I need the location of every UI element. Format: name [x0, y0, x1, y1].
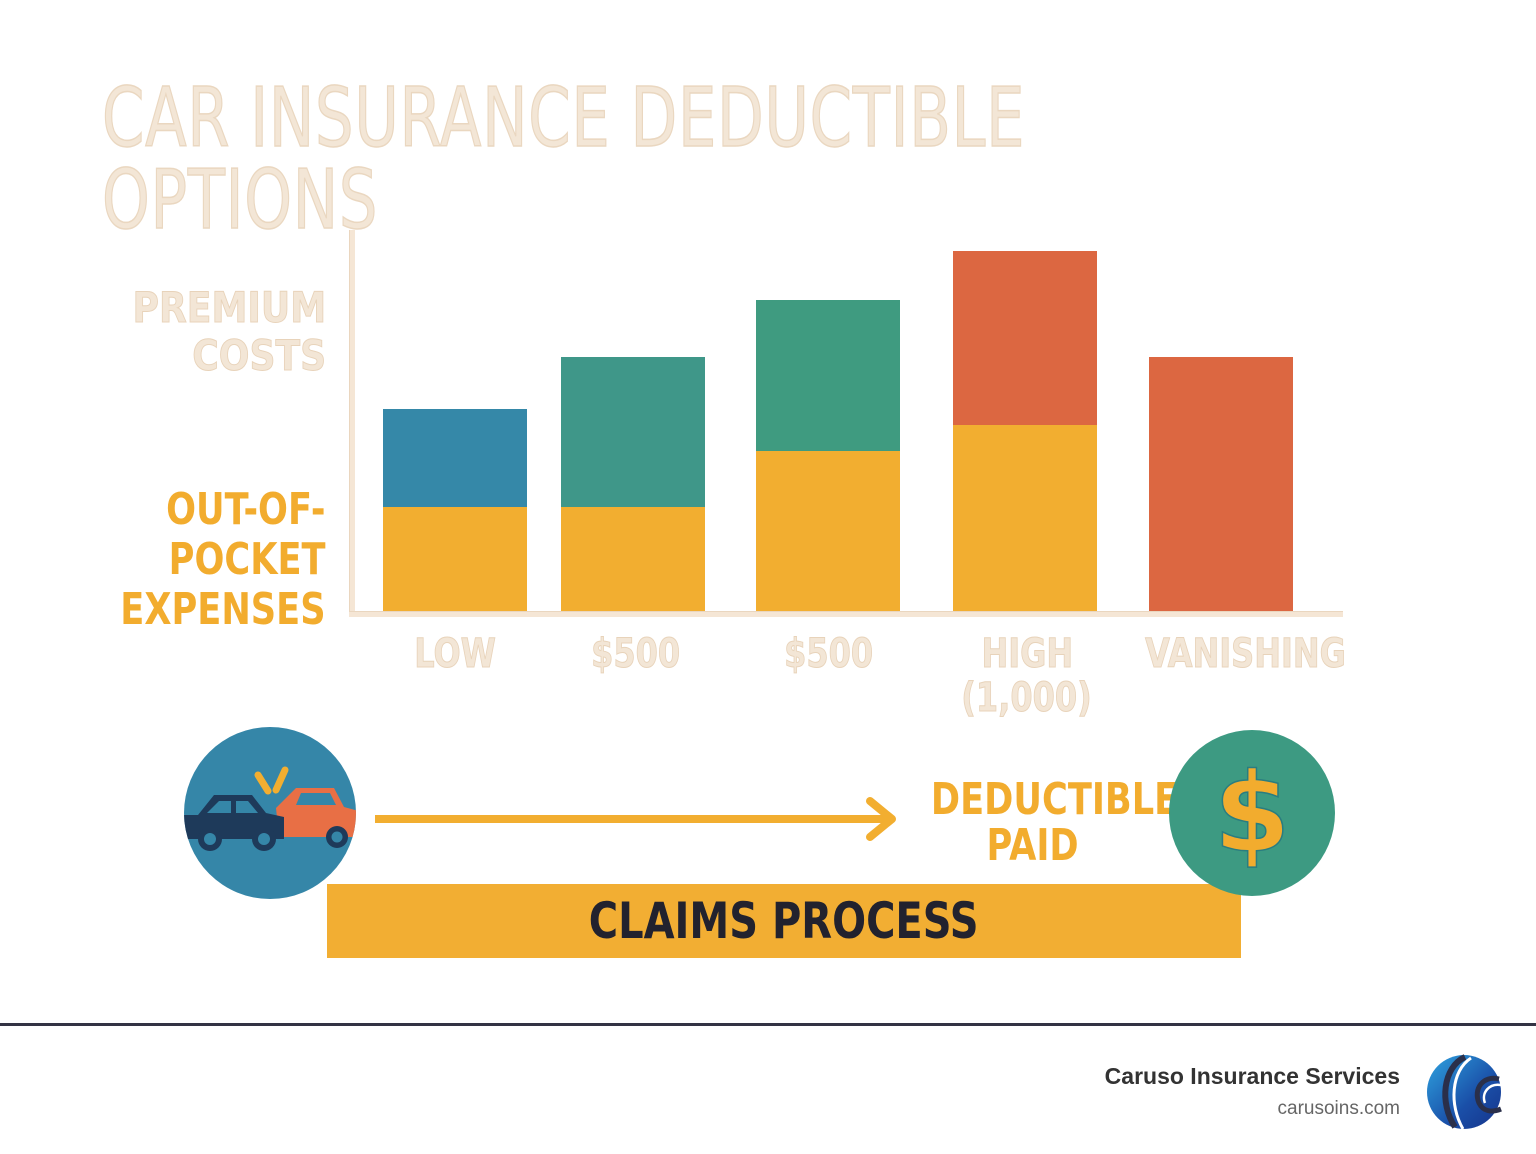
caruso-logo-icon [1427, 1054, 1502, 1130]
bar-4 [1149, 357, 1293, 611]
x-tick-label-line: $500 [784, 631, 874, 677]
bar-segment-premium [561, 357, 705, 507]
x-tick-label-line: $500 [591, 631, 681, 677]
footer-divider [0, 1023, 1536, 1026]
claims-process-text: CLAIMS PROCESS [589, 892, 979, 950]
y-label-line: PREMIUM [132, 283, 326, 332]
car-collision-icon [184, 727, 356, 899]
x-tick-label: $500 [526, 631, 746, 677]
y-label-line: POCKET [169, 534, 326, 585]
bar-segment-premium [1149, 357, 1293, 611]
x-axis [349, 611, 1343, 617]
brand-url: carusoins.com [1277, 1098, 1401, 1119]
claims-process-banner: CLAIMS PROCESS [327, 884, 1241, 958]
x-tick-label: $500 [719, 631, 939, 677]
arrow-right-icon [375, 797, 896, 841]
y-label-premium-costs: PREMIUM COSTS [132, 283, 327, 380]
x-tick-label-line: (1,000) [961, 675, 1093, 721]
bar-segment-premium [383, 409, 527, 507]
bar-2 [756, 300, 900, 611]
chart-title: CAR INSURANCE DEDUCTIBLE OPTIONS [101, 71, 1026, 248]
x-tick-label-line: LOW [414, 631, 497, 677]
x-tick-label: HIGH (1,000) [917, 631, 1137, 721]
bar-segment-premium [756, 300, 900, 451]
deductible-paid-label: DEDUCTIBLE PAID [900, 777, 1178, 871]
y-label-line: OUT-OF- [166, 484, 326, 535]
bar-segment-out-of-pocket [383, 507, 527, 611]
x-tick-label-line: HIGH [981, 631, 1074, 677]
y-label-out-of-pocket: OUT-OF- POCKET EXPENSES [121, 485, 326, 635]
bar-0 [383, 409, 527, 611]
bar-segment-out-of-pocket [756, 451, 900, 611]
label-line: DEDUCTIBLE [930, 774, 1179, 825]
brand-name: Caruso Insurance Services [1104, 1063, 1400, 1089]
bar-3 [953, 251, 1097, 611]
bar-segment-premium [953, 251, 1097, 425]
bar-1 [561, 357, 705, 611]
bar-segment-out-of-pocket [561, 507, 705, 611]
dollar-icon: $ [1169, 730, 1335, 896]
x-tick-label-line: VANISHING [1145, 631, 1347, 677]
y-label-line: EXPENSES [120, 584, 326, 635]
bar-segment-out-of-pocket [953, 425, 1097, 611]
dollar-glyph: $ [1213, 748, 1291, 878]
y-axis [349, 230, 355, 614]
x-tick-label: LOW [345, 631, 565, 677]
x-tick-label: VANISHING [1120, 632, 1347, 677]
label-line: PAID [986, 820, 1079, 871]
y-label-line: COSTS [192, 331, 327, 380]
